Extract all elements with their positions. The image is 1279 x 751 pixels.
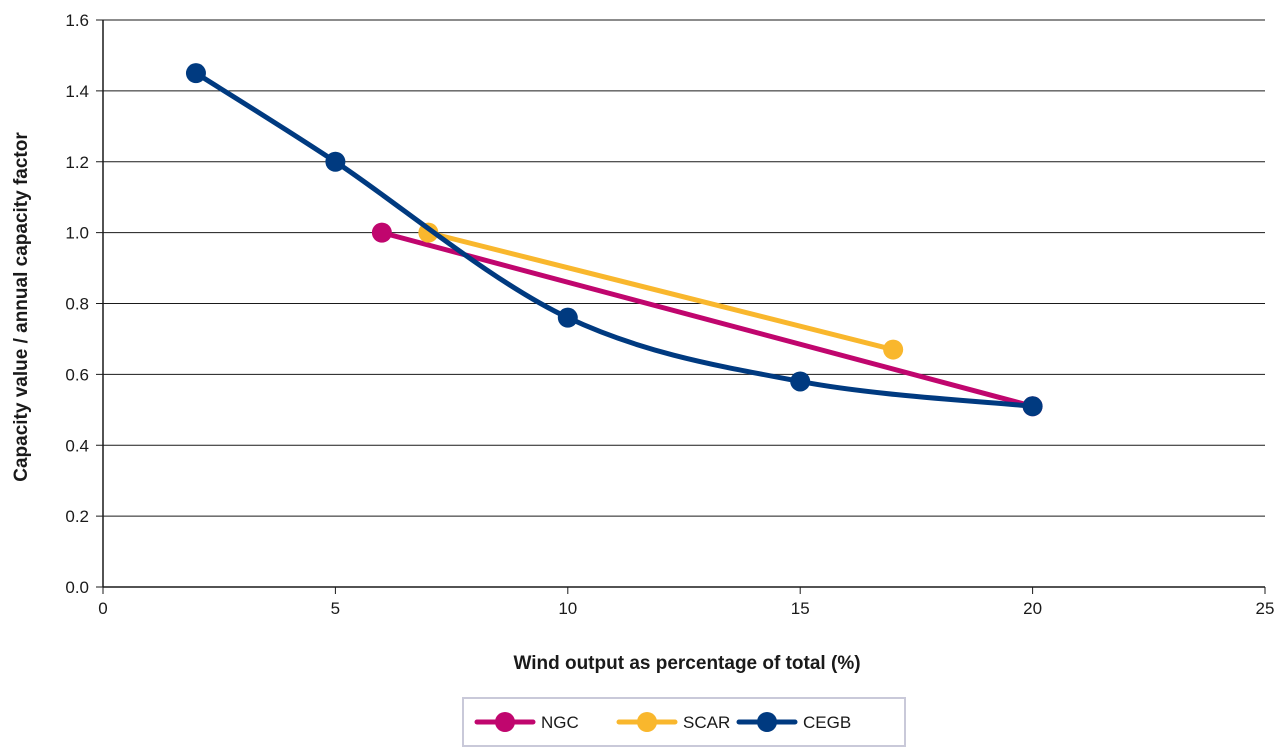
x-axis-title: Wind output as percentage of total (%) <box>513 653 860 674</box>
x-tick-label: 0 <box>98 599 107 618</box>
data-point-cegb <box>1022 396 1043 417</box>
legend-swatch-marker-ngc <box>495 712 515 732</box>
y-tick-label: 0.2 <box>65 507 89 526</box>
series-line-cegb <box>193 70 1036 409</box>
series-line-scar <box>425 230 896 353</box>
y-tick-label: 1.6 <box>65 11 89 30</box>
data-point-cegb <box>557 307 578 328</box>
data-point-cegb <box>325 151 346 172</box>
series-line-ngc <box>379 230 1036 409</box>
legend-swatch-marker-cegb <box>757 712 777 732</box>
y-tick-label: 1.0 <box>65 224 89 243</box>
legend-label-scar: SCAR <box>683 713 730 732</box>
data-point-cegb <box>185 63 206 84</box>
axes <box>96 19 1266 594</box>
series-group <box>185 63 1043 417</box>
y-tick-label: 0.8 <box>65 295 89 314</box>
y-tick-label: 0.4 <box>65 436 89 455</box>
legend-swatch-marker-scar <box>637 712 657 732</box>
data-point-ngc <box>371 222 392 243</box>
legend-label-ngc: NGC <box>541 713 579 732</box>
y-tick-label: 1.4 <box>65 82 89 101</box>
y-axis-title: Capacity value / annual capacity factor <box>11 132 32 482</box>
legend-box <box>462 697 906 747</box>
x-tick-label: 15 <box>791 599 810 618</box>
gridlines <box>103 19 1265 517</box>
x-tick-label: 10 <box>558 599 577 618</box>
legend-label-cegb: CEGB <box>803 713 851 732</box>
data-point-cegb <box>790 371 811 392</box>
y-tick-label: 0.6 <box>65 365 89 384</box>
legend: NGC SCAR CEGB <box>462 697 906 747</box>
tick-labels: 0.0 0.2 0.4 0.6 0.8 1.0 1.2 1.4 1.6 0 5 10 15 20 25 <box>65 11 1274 618</box>
y-tick-label: 0.0 <box>65 578 89 597</box>
x-tick-label: 25 <box>1256 599 1275 618</box>
data-point-scar <box>883 339 904 360</box>
x-tick-label: 5 <box>331 599 340 618</box>
y-tick-label: 1.2 <box>65 153 89 172</box>
x-tick-label: 20 <box>1023 599 1042 618</box>
